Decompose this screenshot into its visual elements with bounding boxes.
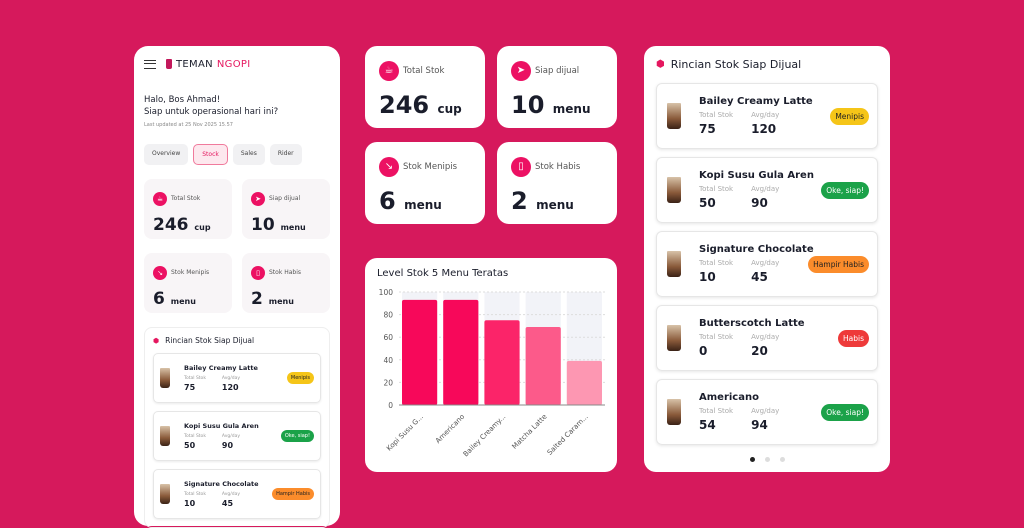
greeting: Halo, Bos Ahmad! Siap untuk operasional h… [144, 95, 279, 117]
y-tick-label: 80 [383, 311, 393, 320]
x-tick-label: Kopi Susu G... [385, 413, 425, 453]
tab-stock[interactable]: Stock [193, 144, 228, 165]
bar [443, 299, 479, 405]
status-badge: Hampir Habis [272, 488, 314, 500]
y-tick-label: 40 [383, 356, 393, 365]
arrow-down-right-icon: ↘ [153, 265, 167, 280]
status-badge: Menipis [286, 372, 314, 384]
logo: TEMAN NGOPI [166, 59, 250, 70]
stock-detail-card: ⬢ Rincian Stok Siap Dijual Bailey Creamy … [644, 46, 890, 472]
stock-item[interactable]: Bailey Creamy Latte Total Stok 75 Avg/day 12… [153, 353, 321, 403]
status-badge: Oke, siap! [821, 181, 869, 199]
bar [525, 327, 561, 405]
drink-image [667, 177, 681, 203]
bar [484, 320, 520, 405]
stat-stok-habis: ▯ Stok Habis 2 menu [242, 253, 330, 313]
tab-overview[interactable]: Overview [144, 144, 189, 165]
stat-value: 10 menu [251, 215, 306, 235]
stock-chart-card: Level Stok 5 Menu Teratas 0 20 40 60 80 100 Ko… [365, 258, 617, 472]
mobile-app-preview: TEMAN NGOPI Halo, Bos Ahmad! Siap untuk op… [134, 46, 340, 528]
stat-siap-dijual: ➤ Siap dijual 10 menu [242, 179, 330, 239]
status-badge: Hampir Habis [808, 255, 869, 273]
drink-image [160, 426, 170, 446]
x-tick-label: Americano [434, 413, 466, 445]
bar [402, 299, 438, 405]
status-badge: Habis [838, 329, 869, 347]
send-icon: ➤ [511, 60, 531, 81]
status-badge: Menipis [830, 107, 869, 125]
y-tick-label: 100 [379, 288, 394, 297]
coffee-cup-icon: ☕ [379, 60, 399, 81]
x-tick-label: Matcha Latte [511, 413, 549, 451]
box-icon: ⬢ [153, 336, 160, 345]
page-dot[interactable] [764, 457, 770, 462]
stat-stok-menipis: ↘ Stok Menipis 6 menu [144, 253, 232, 313]
cup-logo-icon [166, 59, 172, 69]
stat-card-stok-habis: ▯ Stok Habis 2 menu [497, 142, 617, 224]
y-tick-label: 20 [383, 378, 393, 387]
drink-image [667, 251, 681, 277]
stat-value: 246 cup [153, 215, 211, 235]
stock-item[interactable]: Bailey Creamy Latte Total Stok 75 Avg/day 12… [656, 83, 878, 149]
drink-image [667, 103, 681, 129]
coffee-cup-icon: ☕ [153, 191, 167, 206]
stat-card-siap-dijual: ➤ Siap dijual 10 menu [497, 46, 617, 128]
page-dot[interactable] [749, 457, 755, 462]
pagination-dots [644, 457, 890, 462]
stat-value: 6 menu [153, 289, 196, 309]
drink-image [667, 325, 681, 351]
stat-card-total-stok: ☕ Total Stok 246 cup [365, 46, 485, 128]
stock-item[interactable]: Butterscotch Latte Total Stok 0 Avg/day 20 Ha… [656, 305, 878, 371]
drink-image [160, 484, 170, 504]
stat-value: 6 menu [379, 186, 442, 215]
status-badge: Oke, siap! [280, 430, 314, 442]
bar [566, 360, 602, 405]
tab-bar: Overview Stock Sales Rider [144, 144, 330, 165]
stat-value: 246 cup [379, 90, 462, 119]
stat-card-stok-menipis: ↘ Stok Menipis 6 menu [365, 142, 485, 224]
bar-chart: 0 20 40 60 80 100 Kopi Susu G... AmericanoBaile… [379, 288, 605, 459]
tab-rider[interactable]: Rider [269, 144, 302, 165]
y-tick-label: 0 [388, 401, 393, 410]
stock-list-mobile: ⬢ Rincian Stok Siap Dijual Bailey Creamy … [144, 327, 330, 528]
status-badge: Oke, siap! [821, 403, 869, 421]
arrow-down-right-icon: ↘ [379, 156, 399, 177]
send-icon: ➤ [251, 191, 265, 206]
x-tick-label: Salted Caram... [546, 413, 590, 457]
drink-image [667, 399, 681, 425]
drink-image [160, 368, 170, 388]
stat-value: 2 menu [511, 186, 574, 215]
tab-sales[interactable]: Sales [232, 144, 265, 165]
stock-item[interactable]: Kopi Susu Gula Aren Total Stok 50 Avg/day 90… [656, 157, 878, 223]
stock-item[interactable]: Signature Chocolate Total Stok 10 Avg/day 45… [656, 231, 878, 297]
stat-total-stok: ☕ Total Stok 246 cup [144, 179, 232, 239]
stat-value: 2 menu [251, 289, 294, 309]
y-tick-label: 60 [383, 333, 393, 342]
last-updated: Last updated at 25 Nov 2025 15.57 [144, 122, 233, 128]
x-tick-label: Bailey Creamy... [462, 413, 508, 459]
stat-value: 10 menu [511, 90, 591, 119]
page-dot[interactable] [779, 457, 785, 462]
stock-item[interactable]: Kopi Susu Gula Aren Total Stok 50 Avg/day 90… [153, 411, 321, 461]
box-icon: ⬢ [656, 59, 665, 70]
stock-item[interactable]: Americano Total Stok 54 Avg/day 94 Oke, siap! [656, 379, 878, 445]
chart-title: Level Stok 5 Menu Teratas [377, 268, 509, 279]
phone-icon: ▯ [251, 265, 265, 280]
phone-icon: ▯ [511, 156, 531, 177]
menu-icon[interactable] [144, 59, 156, 69]
